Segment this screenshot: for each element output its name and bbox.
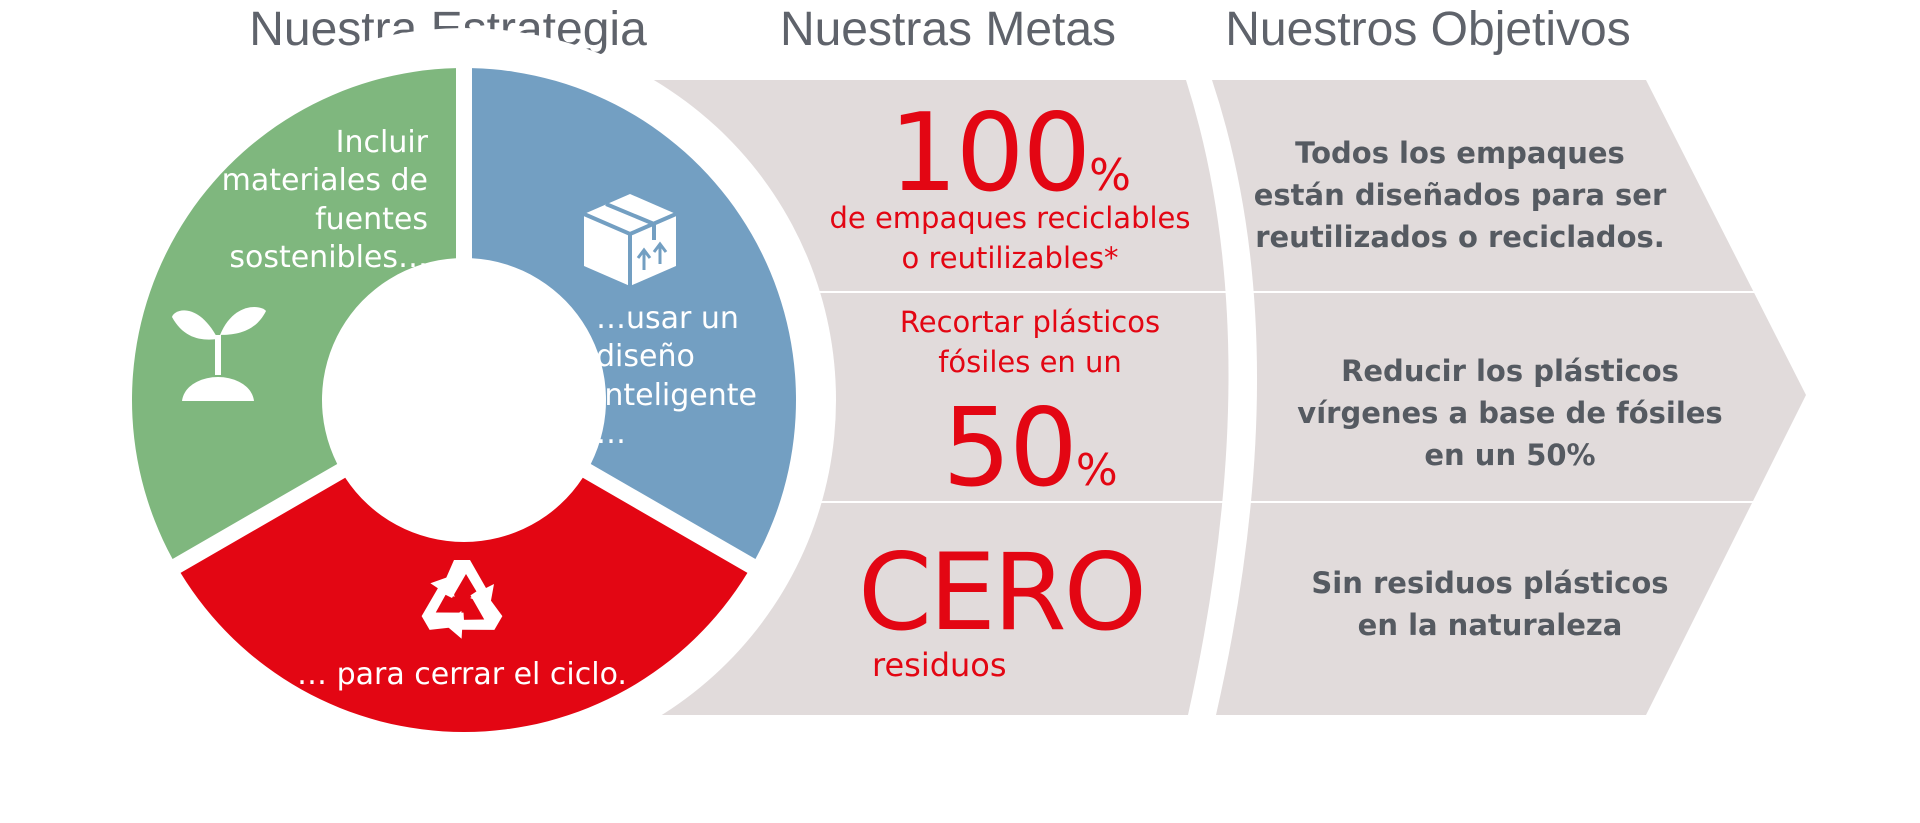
goal-zero-number: CERO (858, 531, 1147, 654)
strategy-sourcing-text: Incluir materiales de fuentes sostenible… (221, 125, 428, 276)
goal-100-number: 100 (889, 91, 1091, 216)
goal-100-text: de empaques reciclables o reutilizables* (829, 201, 1191, 276)
goal-zero-text: residuos (872, 646, 1007, 684)
goal-50-unit: % (1075, 445, 1118, 496)
goal-50-text: Recortar plásticos fósiles en un (899, 305, 1161, 380)
objective-row3: Sin residuos plásticos en la naturaleza (1311, 566, 1669, 643)
goal-50-figure: 50% (900, 395, 1160, 503)
segment-sourcing (132, 68, 457, 560)
segment-close-loop (180, 477, 748, 732)
strategy-close-loop-text: … para cerrar el ciclo. (297, 657, 627, 692)
package-box-icon (583, 194, 677, 286)
objective-row2: Reducir los plásticos vírgenes a base de… (1297, 354, 1723, 473)
recycle-icon (421, 560, 503, 639)
objective-row1: Todos los empaques están diseñados para … (1253, 136, 1667, 255)
goal-100-unit: % (1089, 150, 1131, 201)
sprout-icon (172, 306, 266, 401)
strategy-design-text: …usar un diseño inteligente … (596, 301, 757, 452)
goal-100-figure: 100% (850, 100, 1170, 208)
segment-smart-design (471, 68, 796, 560)
header-objectives: Nuestros Objetivos (1225, 3, 1631, 56)
objectives-panel (1212, 80, 1806, 715)
header-goals: Nuestras Metas (779, 3, 1117, 56)
goal-50-number: 50 (942, 386, 1077, 511)
